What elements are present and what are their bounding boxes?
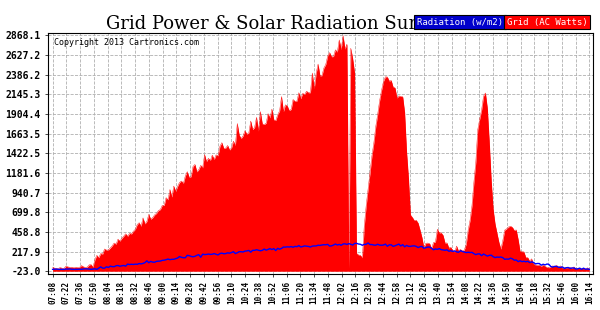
Text: Radiation (w/m2): Radiation (w/m2) — [417, 18, 503, 27]
Text: Copyright 2013 Cartronics.com: Copyright 2013 Cartronics.com — [54, 38, 199, 47]
Text: Grid (AC Watts): Grid (AC Watts) — [507, 18, 587, 27]
Title: Grid Power & Solar Radiation Sun Dec 1 16:16: Grid Power & Solar Radiation Sun Dec 1 1… — [106, 15, 536, 33]
